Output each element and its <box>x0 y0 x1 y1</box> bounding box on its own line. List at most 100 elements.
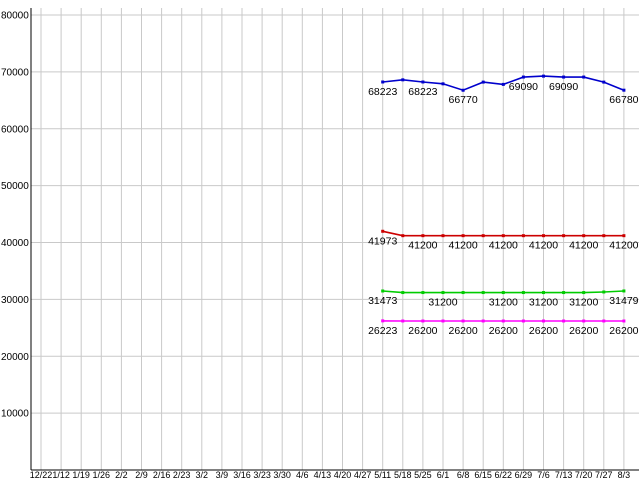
x-tick-label: 5/18 <box>394 470 412 480</box>
x-tick-label: 2/9 <box>135 470 148 480</box>
data-point-label: 41200 <box>529 240 558 252</box>
data-point-marker <box>562 291 566 295</box>
x-tick-label: 2/16 <box>153 470 171 480</box>
data-point-label: 31200 <box>529 297 558 309</box>
data-point-marker <box>602 290 606 294</box>
data-point-marker <box>401 319 405 323</box>
data-point-marker <box>521 75 525 79</box>
data-point-marker <box>622 88 626 92</box>
data-point-marker <box>602 80 606 84</box>
y-tick-label: 70000 <box>1 67 29 78</box>
data-point-marker <box>381 80 385 84</box>
data-point-label: 26200 <box>408 325 437 337</box>
data-point-marker <box>401 291 405 295</box>
y-tick-label: 80000 <box>1 11 29 22</box>
y-tick-label: 50000 <box>1 181 29 192</box>
data-point-marker <box>461 234 465 238</box>
x-tick-label: 6/8 <box>457 470 470 480</box>
data-point-label: 26200 <box>529 325 558 337</box>
data-point-label: 31200 <box>569 297 598 309</box>
data-point-marker <box>582 75 586 79</box>
data-point-marker <box>481 319 485 323</box>
data-point-label: 68223 <box>368 86 397 98</box>
data-point-marker <box>582 319 586 323</box>
data-point-marker <box>421 291 425 295</box>
data-point-label: 41200 <box>448 240 477 252</box>
data-point-marker <box>501 234 505 238</box>
x-tick-label: 1/12 <box>52 470 70 480</box>
data-point-marker <box>421 80 425 84</box>
x-tick-label: 4/13 <box>314 470 332 480</box>
x-tick-label: 3/23 <box>253 470 271 480</box>
data-point-marker <box>622 319 626 323</box>
data-point-marker <box>622 234 626 238</box>
x-tick-label: 5/11 <box>374 470 391 480</box>
data-point-marker <box>441 82 445 86</box>
data-point-marker <box>441 319 445 323</box>
gridlines <box>31 8 639 470</box>
data-point-marker <box>481 234 485 238</box>
data-point-marker <box>501 291 505 295</box>
data-point-label: 66770 <box>448 94 477 106</box>
x-tick-label: 12/22 <box>30 470 53 480</box>
data-point-marker <box>582 234 586 238</box>
y-tick-label: 40000 <box>1 238 29 249</box>
x-tick-label: 4/27 <box>354 470 372 480</box>
data-point-label: 41200 <box>569 240 598 252</box>
x-tick-label: 3/2 <box>196 470 209 480</box>
x-tick-label: 3/30 <box>273 470 291 480</box>
data-point-marker <box>501 82 505 86</box>
x-tick-label: 7/6 <box>537 470 550 480</box>
x-tick-label: 2/2 <box>115 470 128 480</box>
x-tick-label: 3/9 <box>216 470 229 480</box>
data-point-marker <box>542 234 545 238</box>
data-point-marker <box>481 291 485 295</box>
data-point-marker <box>602 234 606 238</box>
data-point-marker <box>461 319 465 323</box>
x-axis-labels: 12/22 1/12 1/19 1/26 2/2 2/9 2/16 2/23 3/2 3/9 3/1… <box>30 470 630 480</box>
data-point-marker <box>441 291 445 295</box>
x-tick-label: 7/13 <box>555 470 573 480</box>
y-tick-label: 30000 <box>1 295 29 306</box>
data-point-label: 31200 <box>428 297 457 309</box>
data-point-marker <box>521 234 525 238</box>
data-point-label: 31200 <box>489 297 518 309</box>
x-tick-label: 6/29 <box>515 470 533 480</box>
data-point-marker <box>521 319 525 323</box>
data-point-label: 41200 <box>489 240 518 252</box>
data-point-label: 26200 <box>569 325 598 337</box>
data-point-marker <box>501 319 505 323</box>
y-tick-label: 20000 <box>1 352 29 363</box>
x-tick-label: 6/1 <box>437 470 450 480</box>
x-tick-label: 8/3 <box>618 470 631 480</box>
data-point-marker <box>381 289 385 293</box>
data-point-marker <box>401 78 405 82</box>
data-point-marker <box>542 319 545 323</box>
data-point-label: 31473 <box>368 295 397 307</box>
data-point-marker <box>542 291 545 295</box>
data-point-marker <box>381 229 385 233</box>
x-tick-label: 1/26 <box>93 470 111 480</box>
series-blue: 68223 68223 66770 69090 69090 66780 <box>368 74 639 106</box>
x-tick-label: 2/23 <box>173 470 191 480</box>
data-point-label: 26200 <box>609 325 638 337</box>
data-point-marker <box>562 234 566 238</box>
data-point-marker <box>602 319 606 323</box>
data-point-label: 69090 <box>549 81 578 93</box>
data-point-marker <box>421 234 425 238</box>
data-point-marker <box>562 319 566 323</box>
x-tick-label: 7/27 <box>595 470 613 480</box>
x-tick-label: 4/6 <box>296 470 309 480</box>
data-point-label: 26223 <box>368 325 397 337</box>
data-point-label: 68223 <box>408 86 437 98</box>
data-point-marker <box>401 234 405 238</box>
x-tick-label: 3/16 <box>233 470 251 480</box>
data-point-marker <box>622 289 626 293</box>
data-point-marker <box>441 234 445 238</box>
data-point-label: 66780 <box>609 94 638 106</box>
x-tick-label: 5/25 <box>414 470 432 480</box>
data-point-label: 41200 <box>609 240 638 252</box>
data-point-label: 31479 <box>609 295 638 307</box>
y-axis-labels: 80000 70000 60000 50000 40000 30000 20000 10000 <box>1 11 29 420</box>
